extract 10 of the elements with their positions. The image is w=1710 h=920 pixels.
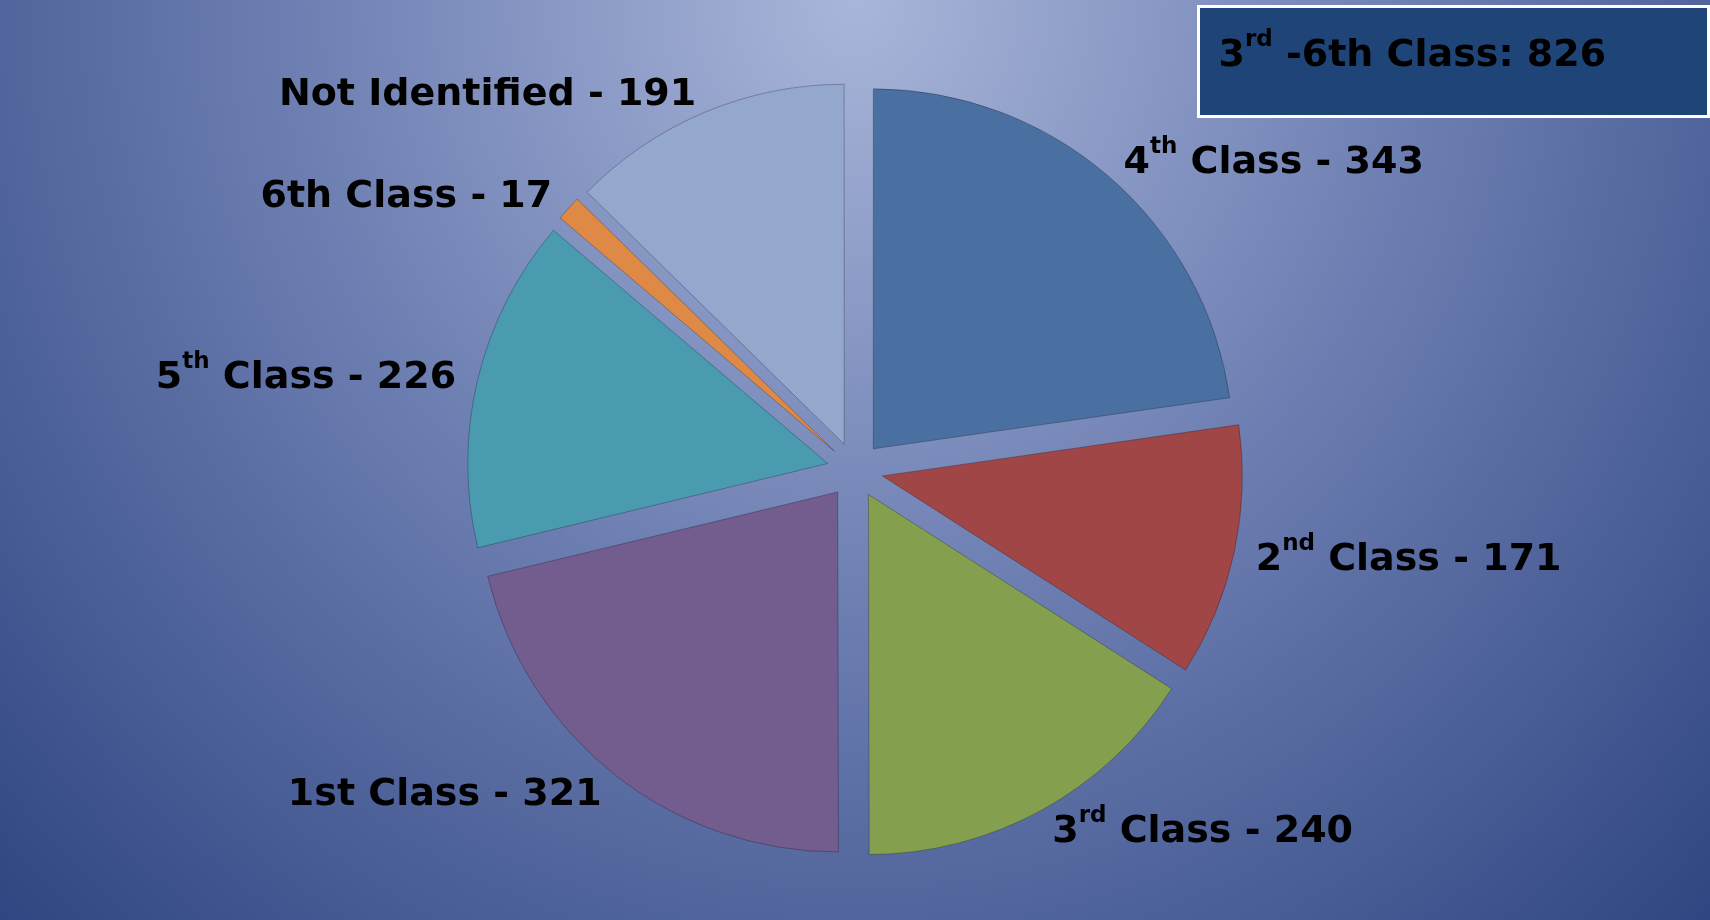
data-label: 240 xyxy=(1260,807,1354,852)
data-label: 321 xyxy=(509,770,602,815)
slice-label: 1st Class - xyxy=(287,770,510,815)
data-label: 17 xyxy=(486,171,553,216)
data-label: 191 xyxy=(603,69,697,114)
data-label: 171 xyxy=(1469,534,1562,579)
data-label: 226 xyxy=(363,352,457,397)
slice-label: 6th Class - xyxy=(260,171,487,216)
slice-label: Not Identified - xyxy=(278,69,604,114)
data-label: 343 xyxy=(1331,138,1424,183)
